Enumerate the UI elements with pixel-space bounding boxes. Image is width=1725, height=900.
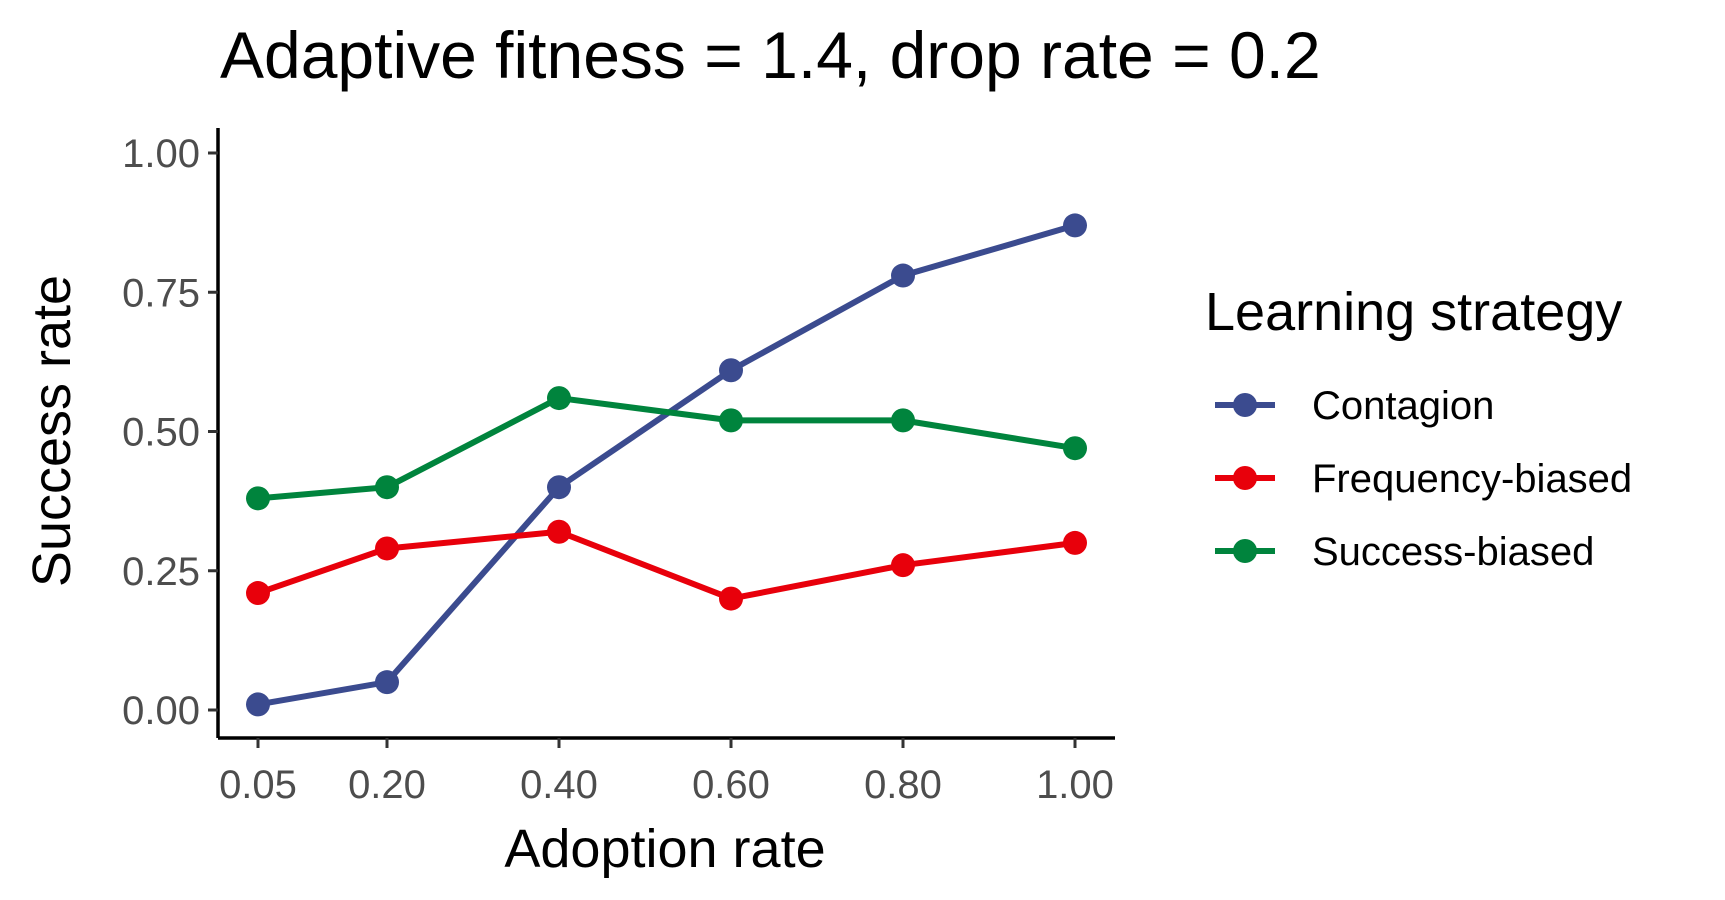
data-point-frequency-biased	[719, 586, 743, 611]
legend-key-point	[1233, 539, 1257, 563]
legend-label: Success-biased	[1312, 530, 1594, 574]
data-point-frequency-biased	[375, 536, 399, 561]
legend-item-frequency-biased: Frequency-biased	[1215, 457, 1632, 501]
data-point-frequency-biased	[1063, 530, 1087, 555]
x-tick-label: 0.60	[692, 763, 770, 807]
series-line-frequency-biased	[257, 528, 1076, 602]
x-tick-label: 0.40	[520, 763, 598, 807]
x-tick-label: 1.00	[1036, 763, 1114, 807]
x-axis-title: Adoption rate	[504, 819, 825, 879]
chart-title: Adaptive fitness = 1.4, drop rate = 0.2	[220, 18, 1321, 92]
y-axis: 0.00 0.25 0.50 0.75 1.00	[122, 128, 220, 738]
y-tick-label: 0.25	[122, 550, 200, 594]
data-point-success-biased	[891, 408, 915, 433]
series-frequency-biased	[246, 519, 1087, 611]
y-tick-label: 0.00	[122, 689, 200, 733]
data-point-success-biased	[1063, 436, 1087, 461]
series-success-biased	[246, 386, 1087, 511]
x-axis: 0.05 0.20 0.40 0.60 0.80 1.00	[218, 736, 1115, 807]
data-point-success-biased	[547, 386, 571, 411]
legend-item-success-biased: Success-biased	[1215, 530, 1594, 574]
data-point-success-biased	[375, 475, 399, 500]
legend-key-point	[1233, 466, 1257, 490]
legend-title: Learning strategy	[1205, 282, 1622, 342]
y-tick-label: 0.50	[122, 411, 200, 455]
data-point-frequency-biased	[547, 519, 571, 544]
series-line-contagion	[257, 222, 1076, 708]
data-point-contagion	[375, 670, 399, 695]
series-line-success-biased	[257, 395, 1076, 502]
plot-series	[246, 213, 1087, 717]
x-tick-label: 0.80	[864, 763, 942, 807]
y-tick-label: 0.75	[122, 271, 200, 315]
series-contagion	[246, 213, 1087, 717]
legend-label: Contagion	[1312, 384, 1494, 428]
data-point-frequency-biased	[891, 553, 915, 578]
legend-label: Frequency-biased	[1312, 457, 1632, 501]
data-point-contagion	[246, 692, 270, 717]
data-point-contagion	[719, 358, 743, 383]
data-point-frequency-biased	[246, 581, 270, 606]
legend-key-point	[1233, 393, 1257, 417]
data-point-contagion	[547, 475, 571, 500]
x-tick-label: 0.05	[219, 763, 297, 807]
legend-item-contagion: Contagion	[1215, 384, 1494, 428]
x-tick-label: 0.20	[348, 763, 426, 807]
legend: Learning strategy Contagion Frequency-bia…	[1205, 282, 1632, 574]
data-point-success-biased	[719, 408, 743, 433]
data-point-contagion	[891, 263, 915, 288]
data-point-contagion	[1063, 213, 1087, 238]
y-tick-label: 1.00	[122, 132, 200, 176]
data-point-success-biased	[246, 486, 270, 511]
y-axis-title: Success rate	[22, 275, 82, 587]
